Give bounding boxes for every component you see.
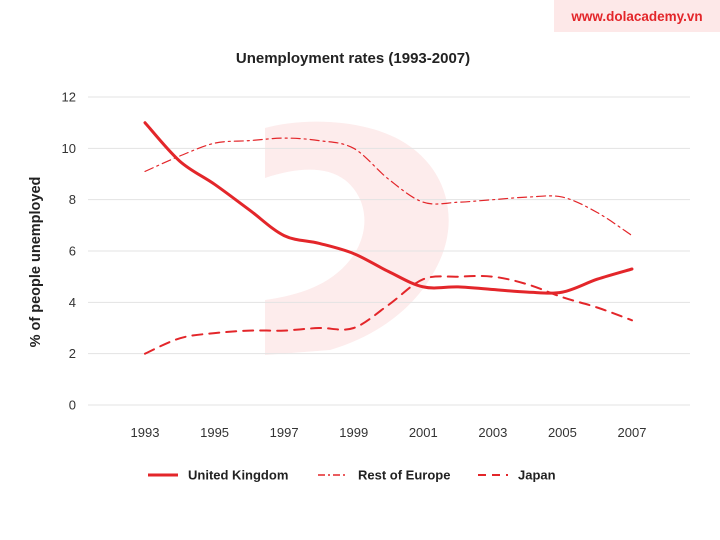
y-axis-ticks: 0 2 4 6 8 10 12 [62, 90, 76, 413]
chart-title: Unemployment rates (1993-2007) [235, 50, 471, 67]
y-tick-label: 12 [62, 90, 76, 105]
y-axis-label: % of people unemployed [28, 177, 44, 348]
x-tick-label: 1995 [200, 425, 229, 440]
legend: United Kingdom Rest of Europe Japan [148, 468, 556, 483]
x-axis-ticks: 1993 1995 1997 1999 2001 2003 2005 2007 [131, 425, 647, 440]
x-tick-label: 1997 [270, 425, 299, 440]
y-tick-label: 6 [69, 244, 76, 259]
gridlines [88, 96, 690, 406]
x-tick-label: 1993 [131, 425, 160, 440]
watermark-url: www.dolacademy.vn [554, 0, 720, 32]
series-line-japan [144, 274, 633, 355]
y-tick-label: 4 [69, 295, 76, 310]
legend-label: Rest of Europe [358, 468, 450, 483]
y-tick-label: 8 [69, 192, 76, 207]
y-tick-label: 2 [69, 346, 76, 361]
legend-label: Japan [518, 468, 556, 483]
x-tick-label: 2007 [618, 425, 647, 440]
x-tick-label: 2001 [409, 425, 438, 440]
x-tick-label: 1999 [339, 425, 368, 440]
watermark-logo-icon [265, 121, 449, 355]
y-tick-label: 10 [62, 141, 76, 156]
x-tick-label: 2005 [548, 425, 577, 440]
legend-label: United Kingdom [188, 468, 288, 483]
series-line-rest-of-europe [144, 137, 633, 237]
x-tick-label: 2003 [478, 425, 507, 440]
series-lines [143, 121, 634, 355]
y-tick-label: 0 [69, 398, 76, 413]
